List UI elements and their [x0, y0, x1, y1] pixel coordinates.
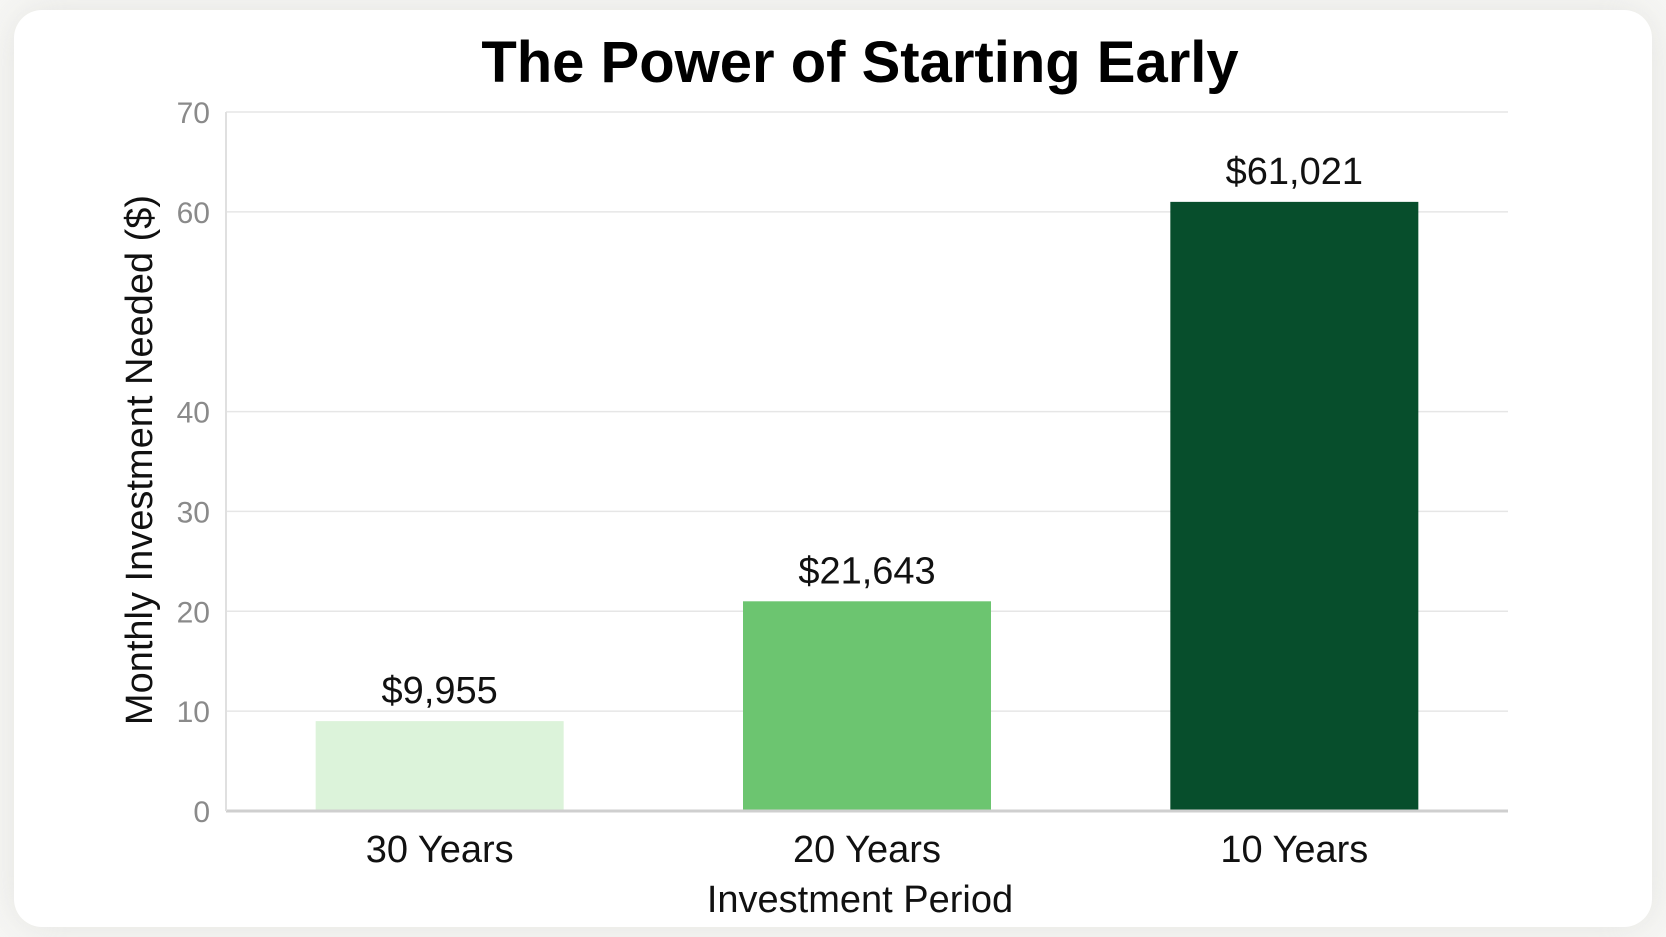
data-label: $9,955 — [382, 670, 498, 712]
y-tick-label: 20 — [177, 596, 210, 629]
x-category-label: 20 Years — [793, 829, 941, 871]
x-axis-title: Investment Period — [707, 879, 1013, 921]
x-axis-categories: 30 Years 20 Years 10 Years — [366, 829, 1369, 871]
bar-2 — [743, 601, 991, 811]
bars — [315, 201, 1419, 811]
data-label: $21,643 — [798, 550, 935, 592]
chart-title: The Power of Starting Early — [481, 30, 1238, 95]
y-tick-label: 10 — [177, 696, 210, 729]
x-category-label: 30 Years — [366, 829, 514, 871]
y-tick-label: 60 — [177, 197, 210, 230]
y-tick-label: 40 — [177, 397, 210, 430]
y-tick-label: 70 — [177, 97, 210, 130]
bar-1 — [315, 721, 564, 811]
y-tick-label: 30 — [177, 496, 210, 529]
y-axis-title: Monthly Investment Needed ($) — [119, 195, 161, 725]
data-labels: $9,955 $21,643 $61,021 — [382, 151, 1363, 712]
x-category-label: 10 Years — [1220, 829, 1368, 871]
bar-3 — [1170, 201, 1419, 811]
y-axis-ticks: 0 10 20 30 40 60 70 — [177, 97, 210, 829]
data-label: $61,021 — [1226, 151, 1363, 193]
y-tick-label: 0 — [193, 796, 210, 829]
